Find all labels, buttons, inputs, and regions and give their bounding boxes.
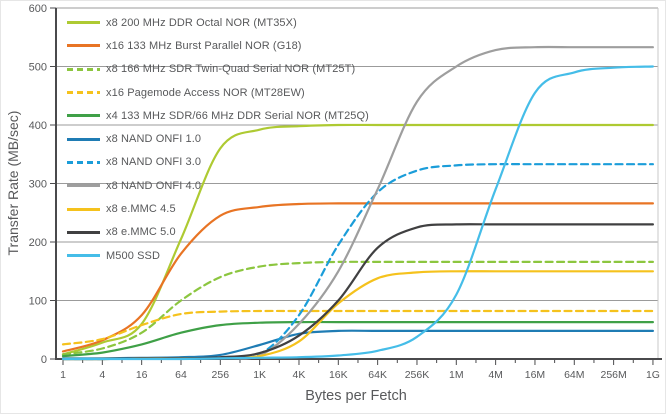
legend-item-label: x16 Pagemode Access NOR (MT28EW) <box>106 86 305 99</box>
legend-item-onfi10: x8 NAND ONFI 1.0 <box>67 127 369 150</box>
legend-item-label: x4 133 MHz SDR/66 MHz DDR Serial NOR (MT… <box>106 109 369 122</box>
y-tick-label-400: 400 <box>29 120 47 132</box>
x-tick-label-256K: 256K <box>405 369 430 381</box>
legend-item-label: x8 NAND ONFI 1.0 <box>106 133 202 146</box>
legend-item-emmc50: x8 e.MMC 5.0 <box>67 221 369 244</box>
x-tick-label-4M: 4M <box>488 369 503 381</box>
legend-line-sample-g18 <box>67 44 100 48</box>
series-line-mt28ew <box>61 309 654 346</box>
legend-item-emmc45: x8 e.MMC 4.5 <box>67 197 369 220</box>
series-line-m500 <box>61 65 654 361</box>
legend-line-sample-mt28ew <box>67 91 100 95</box>
y-tick-label-100: 100 <box>29 296 47 308</box>
x-axis-title: Bytes per Fetch <box>305 388 407 404</box>
x-tick-label-1: 1 <box>60 369 66 381</box>
legend-item-mt28ew: x16 Pagemode Access NOR (MT28EW) <box>67 81 369 104</box>
legend-item-onfi30: x8 NAND ONFI 3.0 <box>67 151 369 174</box>
y-tick-label-0: 0 <box>41 354 47 366</box>
series-line-g18 <box>61 202 654 353</box>
y-axis-title: Transfer Rate (MB/sec) <box>5 110 21 256</box>
x-tick-label-64M: 64M <box>564 369 584 381</box>
x-tick-label-1G: 1G <box>646 369 660 381</box>
legend-item-label: x8 NAND ONFI 3.0 <box>106 156 202 169</box>
legend-item-label: x8 200 MHz DDR Octal NOR (MT35X) <box>106 16 297 29</box>
legend-item-mt25q: x4 133 MHz SDR/66 MHz DDR Serial NOR (MT… <box>67 104 369 127</box>
legend-item-label: M500 SSD <box>106 249 160 262</box>
series-line-mt25q <box>61 320 654 358</box>
legend-line-sample-emmc50 <box>67 230 100 234</box>
legend-item-g18: x16 133 MHz Burst Parallel NOR (G18) <box>67 34 369 57</box>
legend-item-label: x16 133 MHz Burst Parallel NOR (G18) <box>106 39 302 52</box>
x-tick-label-4K: 4K <box>293 369 306 381</box>
y-tick-label-600: 600 <box>29 3 47 15</box>
x-tick-label-16K: 16K <box>329 369 348 381</box>
y-tick-label-500: 500 <box>29 62 47 74</box>
legend-item-onfi40: x8 NAND ONFI 4.0 <box>67 174 369 197</box>
legend-line-sample-onfi40 <box>67 184 100 188</box>
x-tick-label-256: 256 <box>212 369 230 381</box>
legend-line-sample-onfi30 <box>67 160 100 164</box>
x-tick-label-256M: 256M <box>600 369 626 381</box>
legend-item-label: x8 NAND ONFI 4.0 <box>106 179 202 192</box>
legend-item-label: x8 e.MMC 5.0 <box>106 226 176 239</box>
y-tick-label-200: 200 <box>29 237 47 249</box>
x-tick-label-64: 64 <box>175 369 187 381</box>
legend-item-m500: M500 SSD <box>67 244 369 267</box>
x-tick-label-1M: 1M <box>449 369 464 381</box>
x-tick-label-16: 16 <box>136 369 148 381</box>
legend-line-sample-onfi10 <box>67 137 100 141</box>
legend-line-sample-mt35x <box>67 21 100 25</box>
legend-item-label: x8 e.MMC 4.5 <box>106 203 176 216</box>
series-line-emmc45 <box>61 270 654 361</box>
x-tick-label-64K: 64K <box>368 369 387 381</box>
y-tick-label-300: 300 <box>29 179 47 191</box>
legend-line-sample-mt25t <box>67 67 100 71</box>
x-tick-label-16M: 16M <box>525 369 545 381</box>
legend-item-label: x8 166 MHz SDR Twin-Quad Serial NOR (MT2… <box>106 63 356 76</box>
legend-item-mt25t: x8 166 MHz SDR Twin-Quad Serial NOR (MT2… <box>67 58 369 81</box>
legend-item-mt35x: x8 200 MHz DDR Octal NOR (MT35X) <box>67 11 369 34</box>
legend-line-sample-mt25q <box>67 114 100 118</box>
series-line-mt25t <box>61 260 654 356</box>
legend-line-sample-m500 <box>67 254 100 258</box>
x-tick-label-1K: 1K <box>253 369 266 381</box>
legend: x8 200 MHz DDR Octal NOR (MT35X) x16 133 … <box>67 11 369 267</box>
x-tick-label-4: 4 <box>99 369 105 381</box>
legend-line-sample-emmc45 <box>67 207 100 211</box>
